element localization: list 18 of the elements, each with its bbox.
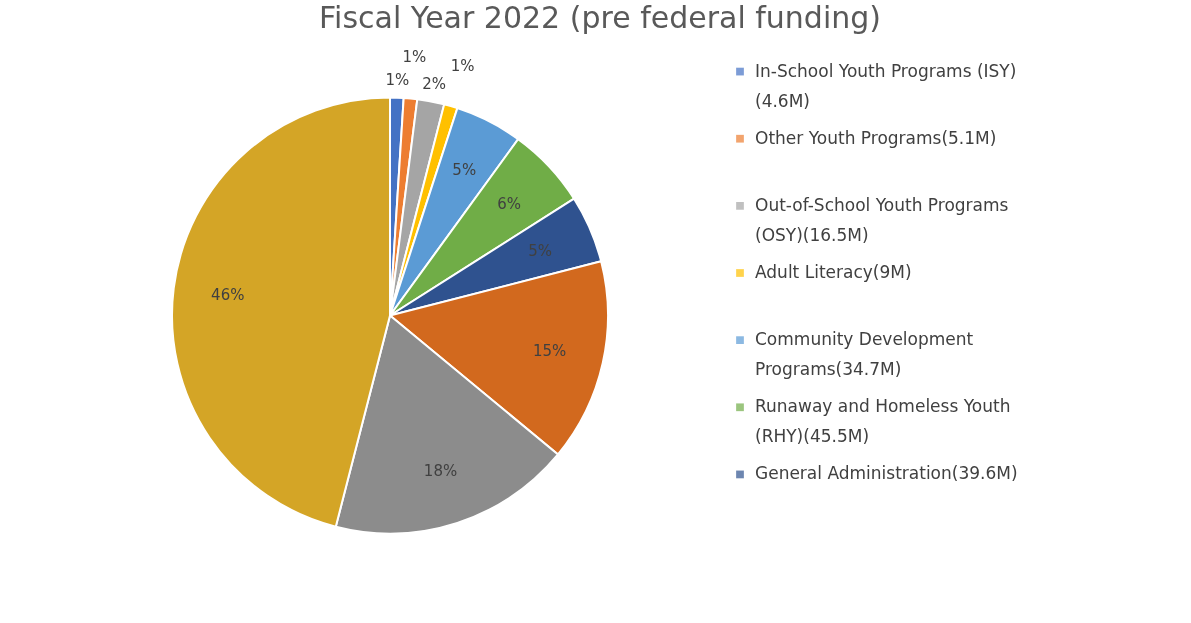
chart-title: Fiscal Year 2022 (pre federal funding) [319, 0, 881, 35]
legend-label: General Administration(39.6M) [755, 463, 1018, 484]
legend-label: Other Youth Programs(5.1M) [755, 127, 997, 148]
data-label: 1% [450, 56, 475, 75]
data-label: 5% [452, 160, 477, 179]
data-label: 46% [211, 286, 245, 305]
legend-label: In-School Youth Programs (ISY) (4.6M) [755, 60, 1017, 111]
data-label: 1% [385, 70, 410, 89]
data-label: 18% [423, 462, 458, 480]
legend-label: Community Development Programs(34.7M) [755, 329, 974, 380]
legend-label: Out-of-School Youth Programs (OSY)(16.5M) [755, 194, 1009, 245]
legend-label: Adult Literacy(9M) [755, 262, 912, 282]
data-label: 6% [497, 194, 522, 213]
data-label: 2% [422, 74, 447, 93]
data-label: 5% [528, 241, 552, 260]
data-label: 15% [532, 342, 567, 361]
legend-label: Runaway and Homeless Youth (RHY)(45.5M) [755, 396, 1011, 447]
data-label: 1% [402, 47, 427, 66]
